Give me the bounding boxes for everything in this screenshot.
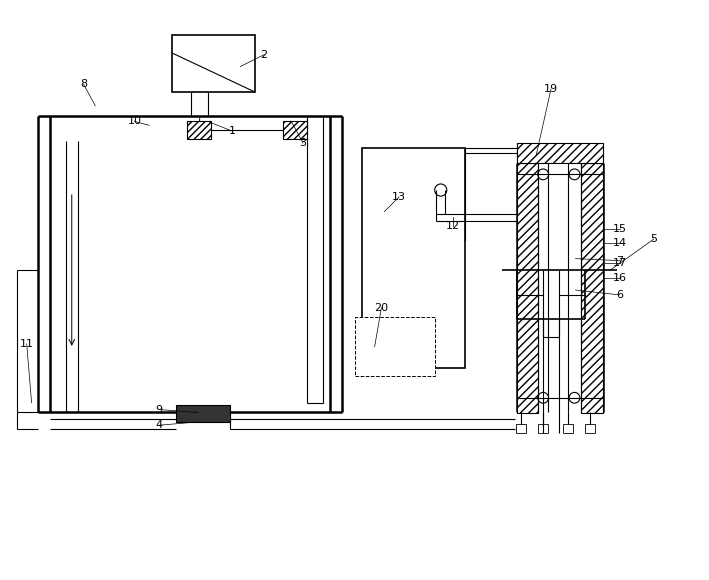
Text: 15: 15 bbox=[613, 224, 627, 234]
Text: 17: 17 bbox=[613, 258, 627, 267]
Bar bbox=[284, 121, 307, 139]
Text: 14: 14 bbox=[613, 238, 627, 248]
Bar bbox=[517, 162, 538, 412]
Bar bbox=[362, 148, 465, 368]
Text: 7: 7 bbox=[616, 256, 623, 266]
Bar bbox=[172, 35, 255, 92]
Bar bbox=[517, 143, 603, 162]
Text: 8: 8 bbox=[80, 79, 87, 89]
Bar bbox=[581, 162, 603, 412]
Text: 3: 3 bbox=[299, 138, 306, 148]
Text: 5: 5 bbox=[650, 234, 657, 244]
Bar bbox=[515, 424, 525, 433]
Text: 19: 19 bbox=[544, 84, 558, 94]
Bar bbox=[538, 424, 548, 433]
Text: 16: 16 bbox=[613, 273, 627, 283]
Text: 1: 1 bbox=[229, 126, 236, 136]
Text: 12: 12 bbox=[446, 222, 460, 231]
Text: 10: 10 bbox=[128, 117, 142, 126]
Text: 9: 9 bbox=[155, 405, 162, 415]
Bar bbox=[176, 405, 230, 422]
Text: 11: 11 bbox=[20, 339, 34, 349]
Bar bbox=[355, 317, 435, 376]
Bar bbox=[563, 424, 573, 433]
Bar bbox=[187, 121, 211, 139]
Text: 20: 20 bbox=[374, 303, 389, 313]
Bar bbox=[586, 424, 595, 433]
Text: 6: 6 bbox=[616, 290, 623, 300]
Text: 2: 2 bbox=[260, 50, 267, 60]
Text: 13: 13 bbox=[392, 192, 406, 202]
Text: 4: 4 bbox=[155, 420, 162, 430]
